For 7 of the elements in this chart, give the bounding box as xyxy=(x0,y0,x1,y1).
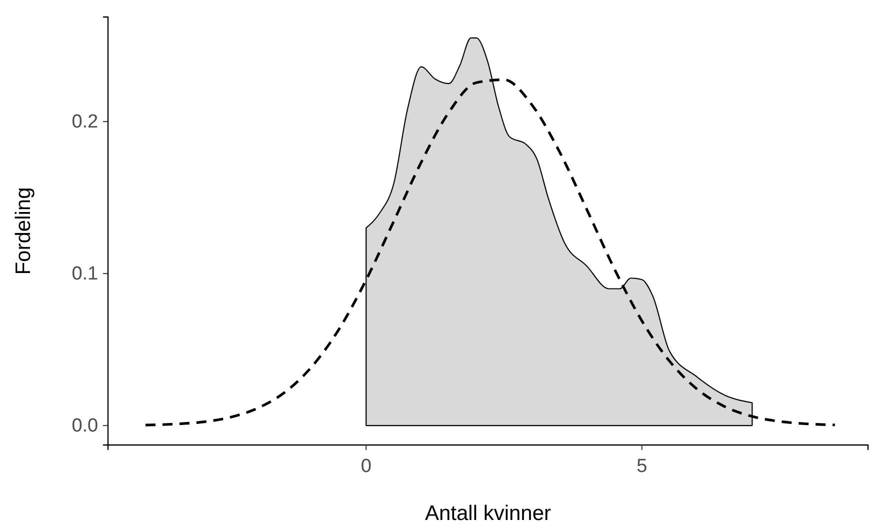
x-axis-title: Antall kvinner xyxy=(424,502,552,525)
x-tick-label: 0 xyxy=(360,456,372,477)
y-tick-label: 0.1 xyxy=(72,264,98,285)
y-axis-title: Fordeling xyxy=(12,187,35,275)
y-tick-label: 0.2 xyxy=(72,112,98,133)
y-tick-label: 0.0 xyxy=(72,416,98,437)
x-tick-label: 5 xyxy=(636,456,648,477)
